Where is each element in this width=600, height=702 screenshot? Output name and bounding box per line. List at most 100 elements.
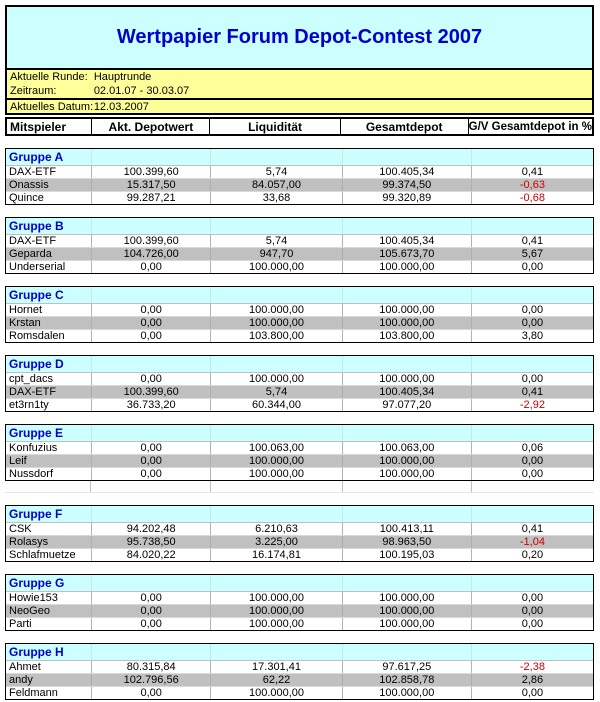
group-block: Gruppe B DAX-ETF 100.399,60 5,74 100.405,34 0…	[5, 217, 594, 274]
group-header: Gruppe E	[6, 425, 593, 441]
depotwert-cell: 100.399,60	[91, 235, 210, 247]
empty-divider-row	[5, 481, 594, 493]
gesamtdepot-cell: 100.405,34	[341, 386, 471, 398]
page-title: Wertpapier Forum Depot-Contest 2007	[116, 26, 483, 48]
liquiditaet-cell: 103.800,00	[210, 330, 341, 342]
depotwert-cell: 0,00	[91, 468, 210, 480]
gv-cell: 3,80	[470, 330, 593, 342]
table-row: Howie153 0,00 100.000,00 100.000,00 0,00	[6, 591, 593, 604]
gv-cell: 0,00	[470, 605, 593, 617]
depotwert-cell: 0,00	[91, 317, 210, 329]
group-header-spacer	[470, 506, 593, 522]
group-header-spacer	[91, 287, 210, 303]
group-header-spacer	[341, 575, 471, 591]
depotwert-cell: 0,00	[91, 330, 210, 342]
gesamtdepot-cell: 100.000,00	[341, 317, 471, 329]
depotwert-cell: 0,00	[91, 592, 210, 604]
table-row: Quince 99.287,21 33,68 99.320,89 -0,68	[6, 191, 593, 204]
group-header-spacer	[341, 644, 471, 660]
empty-cell	[5, 481, 90, 492]
table-row: Romsdalen 0,00 103.800,00 103.800,00 3,80	[6, 329, 593, 342]
liquiditaet-cell: 6.210,63	[210, 523, 341, 535]
runde-label: Aktuelle Runde:	[10, 71, 88, 83]
group-header-spacer	[470, 575, 593, 591]
gv-cell: -2,92	[470, 399, 593, 411]
player-cell: andy	[9, 674, 33, 686]
gv-cell: 0,41	[470, 235, 593, 247]
depotwert-cell: 0,00	[91, 304, 210, 316]
group-header-spacer	[470, 644, 593, 660]
group-name: Gruppe B	[9, 219, 64, 233]
group-header-spacer	[210, 356, 341, 372]
group-header-spacer	[470, 287, 593, 303]
player-cell: Ahmet	[9, 661, 41, 673]
table-row: Krstan 0,00 100.000,00 100.000,00 0,00	[6, 316, 593, 329]
gv-cell: 0,00	[470, 261, 593, 273]
player-cell: Rolasys	[9, 536, 49, 548]
liquiditaet-cell: 3.225,00	[210, 536, 341, 548]
datum-label: Aktuelles Datum:	[10, 100, 94, 113]
runde-value: Hauptrunde	[93, 71, 152, 83]
liquiditaet-cell: 100.000,00	[210, 618, 341, 630]
gv-cell: -1,04	[470, 536, 593, 548]
liquiditaet-cell: 5,74	[210, 166, 341, 178]
group-block: Gruppe E Konfuzius 0,00 100.063,00 100.063,0…	[5, 424, 594, 481]
column-header-depotwert: Akt. Depotwert	[91, 119, 209, 134]
info-row-datum: Aktuelles Datum: 12.03.2007	[7, 98, 592, 113]
group-header-spacer	[210, 425, 341, 441]
empty-cell	[471, 481, 594, 492]
gv-cell: -0,63	[470, 179, 593, 191]
empty-cell	[209, 481, 342, 492]
table-row: DAX-ETF 100.399,60 5,74 100.405,34 0,41	[6, 165, 593, 178]
gesamtdepot-cell: 100.000,00	[341, 455, 471, 467]
gv-cell: 0,00	[470, 304, 593, 316]
group-name: Gruppe E	[9, 426, 64, 440]
player-cell: NeoGeo	[9, 605, 50, 617]
player-cell: Underserial	[9, 261, 66, 273]
group-header-spacer	[341, 506, 471, 522]
gesamtdepot-cell: 100.195,03	[341, 549, 471, 561]
table-row: Ahmet 80.315,84 17.301,41 97.617,25 -2,38	[6, 660, 593, 673]
player-cell: DAX-ETF	[9, 166, 57, 178]
group-header-spacer	[91, 149, 210, 165]
table-row: Feldmann 0,00 100.000,00 100.000,00 0,00	[6, 686, 593, 699]
gesamtdepot-cell: 102.858,78	[341, 674, 471, 686]
group-block: Gruppe C Hornet 0,00 100.000,00 100.000,00 0,…	[5, 286, 594, 343]
liquiditaet-cell: 100.000,00	[210, 304, 341, 316]
gesamtdepot-cell: 100.000,00	[341, 304, 471, 316]
table-row: Geparda 104.726,00 947,70 105.673,70 5,67	[6, 247, 593, 260]
gv-cell: 0,41	[470, 166, 593, 178]
group-header-spacer	[341, 218, 471, 234]
table-row: cpt_dacs 0,00 100.000,00 100.000,00 0,00	[6, 372, 593, 385]
table-row: NeoGeo 0,00 100.000,00 100.000,00 0,00	[6, 604, 593, 617]
group-header-spacer	[210, 287, 341, 303]
group-name: Gruppe C	[9, 288, 64, 302]
gesamtdepot-cell: 100.000,00	[341, 618, 471, 630]
table-row: andy 102.796,56 62,22 102.858,78 2,86	[6, 673, 593, 686]
group-header-spacer	[91, 644, 210, 660]
gv-cell: 0,00	[470, 618, 593, 630]
group-header-spacer	[91, 506, 210, 522]
table-row: Rolasys 95.738,50 3.225,00 98.963,50 -1,04	[6, 535, 593, 548]
group-name: Gruppe F	[9, 507, 63, 521]
column-header-row: Mitspieler Akt. Depotwert Liquidität Ges…	[5, 117, 594, 136]
liquiditaet-cell: 62,22	[210, 674, 341, 686]
gv-cell: 0,00	[470, 468, 593, 480]
column-header-mitspieler: Mitspieler	[10, 119, 67, 134]
gv-cell: 5,67	[470, 248, 593, 260]
group-block: Gruppe G Howie153 0,00 100.000,00 100.000,00…	[5, 574, 594, 631]
player-cell: DAX-ETF	[9, 386, 57, 398]
column-header-liquiditaet: Liquidität	[209, 119, 339, 134]
gesamtdepot-cell: 103.800,00	[341, 330, 471, 342]
depotwert-cell: 84.020,22	[91, 549, 210, 561]
group-header-spacer	[91, 425, 210, 441]
table-row: Leif 0,00 100.000,00 100.000,00 0,00	[6, 454, 593, 467]
table-row: et3rn1ty 36.733,20 60.344,00 97.077,20 -2,92	[6, 398, 593, 411]
group-header: Gruppe F	[6, 506, 593, 522]
gv-cell: 0,00	[470, 687, 593, 699]
table-row: Parti 0,00 100.000,00 100.000,00 0,00	[6, 617, 593, 630]
depotwert-cell: 100.399,60	[91, 386, 210, 398]
liquiditaet-cell: 100.000,00	[210, 455, 341, 467]
liquiditaet-cell: 33,68	[210, 192, 341, 204]
gesamtdepot-cell: 100.405,34	[341, 166, 471, 178]
